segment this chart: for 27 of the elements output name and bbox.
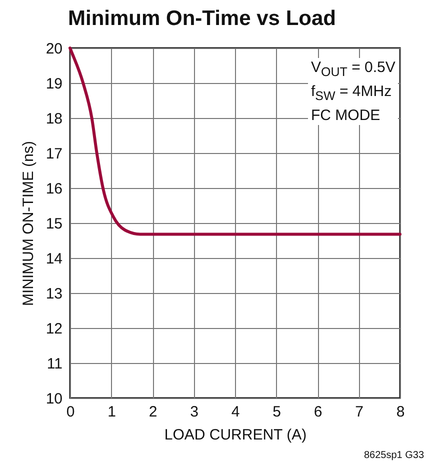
y-tick-label: 19 <box>46 76 62 92</box>
x-tick-label: 8 <box>396 404 405 420</box>
y-tick-label: 13 <box>46 286 62 302</box>
x-tick-label: 2 <box>148 404 158 420</box>
chart-title: Minimum On-Time vs Load <box>68 7 336 30</box>
y-tick-label: 18 <box>46 110 62 128</box>
x-tick-label: 4 <box>231 404 240 420</box>
y-tick-label: 20 <box>46 40 62 58</box>
y-tick-label: 11 <box>46 356 62 372</box>
y-tick-label: 17 <box>46 146 62 162</box>
y-tick-label: 10 <box>46 390 62 408</box>
x-tick-label: 1 <box>108 404 116 420</box>
annotation: V$_{OUT}$ = 0.5V <box>311 58 396 81</box>
y-tick-label: 12 <box>46 320 62 338</box>
y-tick-label: 15 <box>46 216 62 232</box>
x-tick-label: 7 <box>355 404 364 420</box>
y-tick-label: 14 <box>46 250 62 268</box>
annotation: f$_{SW}$ = 4MHz <box>311 82 393 105</box>
x-tick-label: 6 <box>314 404 322 420</box>
text: 8625sp1 G33 <box>364 450 424 461</box>
y-tick-label: 16 <box>46 180 62 198</box>
x-tick-label: 0 <box>66 404 75 420</box>
x-tick-label: 5 <box>272 404 281 420</box>
x-tick-label: 3 <box>190 404 198 420</box>
annotation: FC MODE <box>311 106 382 125</box>
x-axis-title: LOAD CURRENT (A) <box>164 426 307 444</box>
y-axis-title: MINIMUM ON-TIME (ns) <box>20 141 37 306</box>
